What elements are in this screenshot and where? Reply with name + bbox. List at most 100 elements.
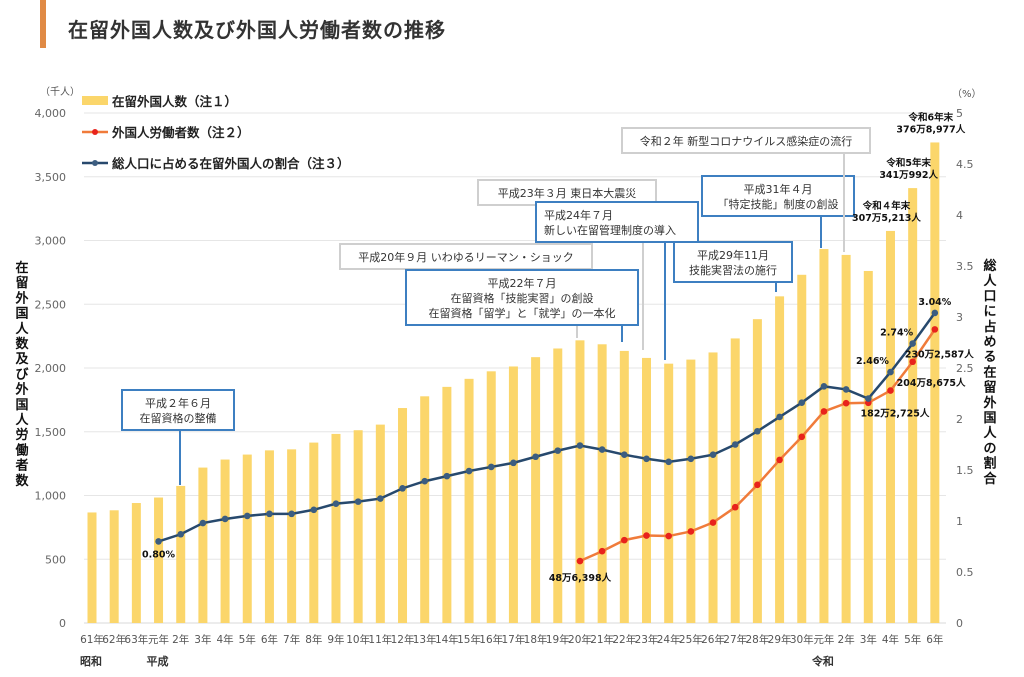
x-tick-label: 19年 [546,633,570,646]
bar [531,357,541,623]
annotation-frame [405,269,639,326]
bar [420,396,430,623]
axis-title-char: 人 [983,273,997,289]
y2-axis-title: 総人口に占める在留外国人の割合 [982,258,997,487]
legend: 在留外国人数（注１） 外国人労働者数（注２） 総人口に占める在留外国人の割合（注３） [82,94,350,171]
ratio-marker [155,538,162,545]
x-tick-label: 12年 [391,633,415,646]
bar [508,366,518,623]
bar [220,459,230,623]
y-tick-label: 2,500 [35,298,67,311]
data-label: 204万8,675人 [897,377,966,389]
ratio-marker [332,500,340,507]
x-tick-label: 21年 [590,633,614,646]
y2-tick-label: 3 [956,311,963,324]
ratio-marker [399,485,406,492]
annotation-box: 平成23年３月 東日本大震災 [477,179,657,350]
axis-title-char: 及 [15,352,29,367]
workers-marker [931,326,939,333]
bar [353,430,363,623]
bar [87,512,97,623]
axis-title-char: の [983,441,996,456]
ratio-marker [687,455,695,463]
workers-marker [798,433,806,441]
bar [841,254,851,623]
axis-title-char: 在 [983,364,996,380]
legend-label: 外国人労働者数（注２） [111,125,250,140]
bar [398,408,408,623]
y-tick-label: 1,500 [35,426,67,439]
title-accent-bar [40,0,46,48]
axis-title-char: 留 [983,380,996,396]
axis-title-char: 者 [14,458,28,474]
annotation-text: 新しい在留管理制度の導入 [544,223,676,237]
bar [553,348,563,623]
x-tick-label: 15年 [457,633,481,646]
y-tick-label: 3,500 [35,171,67,184]
line-series [155,309,939,565]
x-tick-label: 3年 [194,633,211,646]
workers-marker [776,456,783,464]
data-label: 48万6,398人 [549,572,612,584]
x-tick-label: 24年 [657,633,681,646]
bar-label: 376万8,977人 [896,123,965,135]
ratio-marker [931,309,939,317]
y2-unit-label: （%） [952,88,982,100]
x-tick-label: 27年 [723,633,747,646]
ratio-marker [177,530,185,538]
axis-title-char: 割 [983,456,996,472]
ratio-marker [665,458,672,466]
ratio-marker [510,459,517,467]
x-tick-label: 20年 [568,633,592,646]
axis-title-char: 労 [15,427,28,443]
ratio-marker [731,441,739,448]
data-labels: 0.80% 2.46% 2.74% 3.04% 48万6,398人 182万2,725人 2… [142,111,974,584]
bar [198,467,208,623]
x-tick-label: 8年 [305,633,322,646]
data-label: 3.04% [918,297,951,308]
era-label: 平成 [147,654,169,668]
bar [375,424,385,623]
legend-swatch-bars [82,96,108,105]
y2-tick-label: 4 [956,209,963,222]
bar-label: 307万5,213人 [852,212,921,224]
bar [154,497,164,623]
axis-title-char: 人 [15,412,29,428]
annotation-text: 平成20年９月 いわゆるリーマン・ショック [358,250,574,264]
ratio-marker [554,447,562,454]
annotation-text: 在留資格の整備 [140,411,217,425]
ratio-marker [377,495,384,502]
annotation-text: 平成23年３月 東日本大震災 [498,186,637,200]
axis-title-char: 人 [15,321,29,337]
ratio-marker [754,427,761,435]
x-tick-label: 5年 [239,633,256,646]
workers-marker [820,408,828,415]
ratio-marker [820,383,828,390]
x-tick-label: 61年 [80,633,104,646]
bar [331,433,341,623]
y2-tick-label: 5 [956,107,963,120]
axes: 0 500 1,000 1,500 2,000 2,500 3,000 3,500 4,000 0… [14,86,997,668]
workers-marker [643,532,650,539]
annotation-box: 令和２年 新型コロナウイルス感染症の流行 [621,127,871,252]
annotation-text: 「特定技能」制度の創設 [718,197,839,211]
ratio-marker [465,467,473,475]
ratio-marker [865,395,872,402]
bar [619,350,629,623]
ratio-marker [288,510,295,518]
axis-title-char: 総 [983,258,996,274]
x-tick-label: 2年 [172,633,189,646]
legend-label: 在留外国人数（注１） [112,94,237,109]
annotation-box: 平成31年４月「特定技能」制度の創設 [701,175,855,248]
bar [819,249,829,624]
axis-title-char: 外 [14,290,28,306]
workers-marker [909,358,916,366]
bar-label: 令和5年末 [885,157,931,169]
bar [131,503,141,623]
bar [664,363,674,623]
ratio-marker [310,506,318,514]
